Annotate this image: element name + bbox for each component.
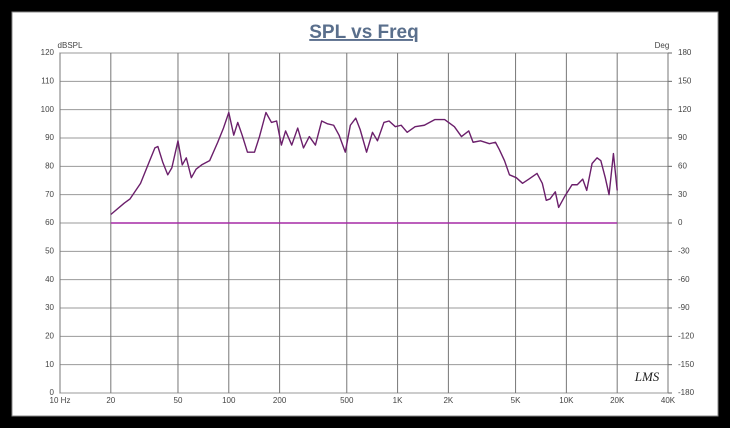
y-tick-label: 80 [45,161,54,170]
y-tick-label: 70 [45,190,54,199]
y2-tick-label: 0 [678,218,683,227]
y-tick-label: 40 [45,275,54,284]
x-tick-label: 100 [222,396,236,405]
x-tick-label: 10 Hz [50,396,71,405]
y-tick-label: 50 [45,246,54,255]
x-tick-label: 1K [393,396,403,405]
y-tick-label: 60 [45,218,54,227]
y-tick-label: 20 [45,331,54,340]
y-tick-label: 90 [45,133,54,142]
x-tick-label: 2K [443,396,453,405]
x-tick-label: 50 [174,396,183,405]
x-tick-label: 200 [273,396,287,405]
y-tick-label: 30 [45,303,54,312]
y2-tick-label: 90 [678,133,687,142]
y2-tick-label: 30 [678,190,687,199]
y2-tick-label: 60 [678,161,687,170]
y2-tick-label: -90 [678,303,690,312]
y-tick-label: 10 [45,360,54,369]
y-tick-label: 0 [50,388,55,397]
x-tick-label: 20 [106,396,115,405]
y2-tick-label: 180 [678,48,692,57]
y2-tick-label: -180 [678,388,695,397]
y-tick-label: 110 [41,76,54,85]
series-line [110,111,618,216]
y2-tick-label: 150 [678,76,692,85]
annotation: LMS [634,369,660,384]
x-tick-label: 40K [661,396,676,405]
y2-tick-label: -120 [678,331,695,340]
x-tick-label: 500 [340,396,354,405]
y-tick-label: 100 [41,105,55,114]
x-tick-label: 5K [511,396,521,405]
chart-title: SPL vs Freq [309,22,418,43]
y2-tick-label: -150 [678,360,695,369]
y2-axis-label: Deg [655,41,670,50]
x-tick-label: 10K [559,396,574,405]
y2-tick-label: 120 [678,105,692,114]
y2-tick-label: -60 [678,275,690,284]
x-tick-label: 20K [610,396,625,405]
y2-tick-label: -30 [678,246,690,255]
y-tick-label: 120 [41,48,55,57]
y-axis-label: dBSPL [58,41,83,50]
